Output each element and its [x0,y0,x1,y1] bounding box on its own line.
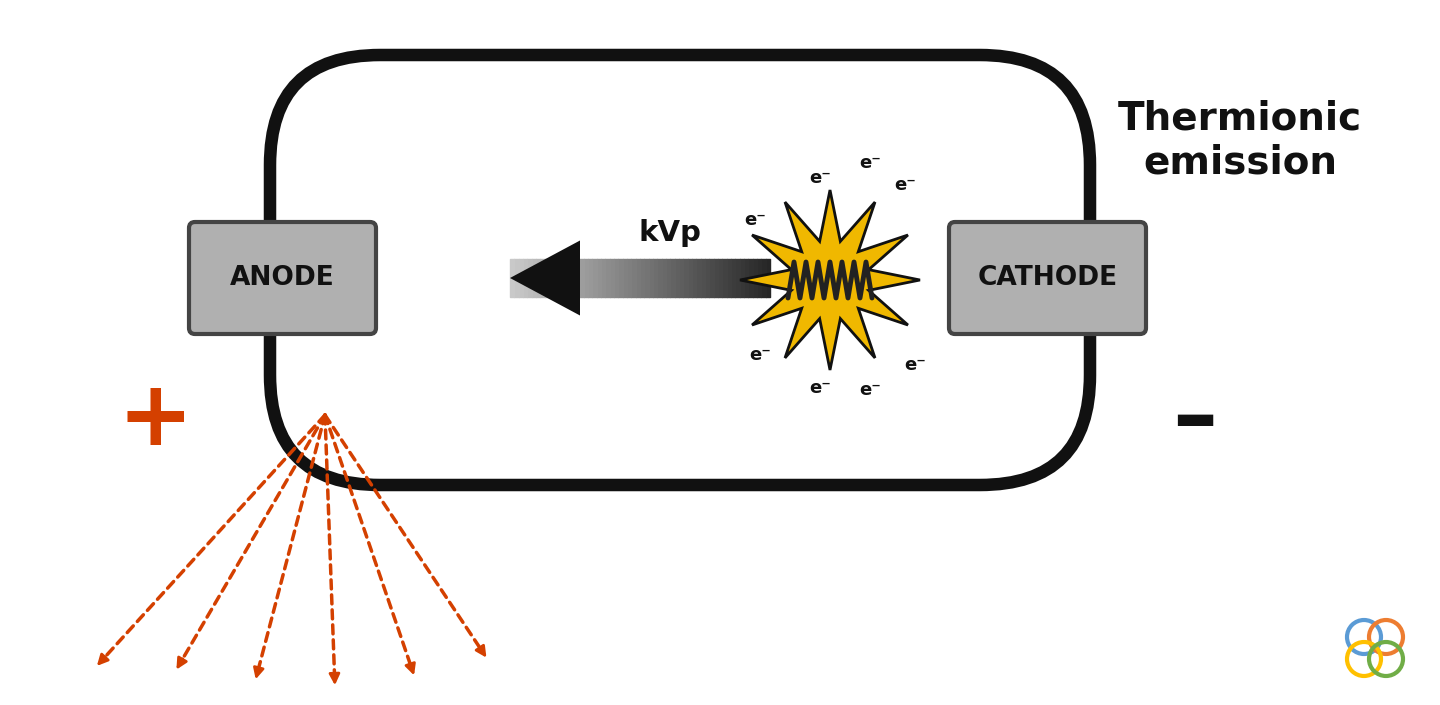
Text: e⁻: e⁻ [809,169,831,187]
Text: kVp: kVp [638,219,701,247]
Bar [1084,233,1145,323]
Text: e⁻: e⁻ [809,379,831,397]
Polygon shape [740,190,920,370]
Text: Thermionic
emission: Thermionic emission [1117,100,1362,182]
FancyBboxPatch shape [949,222,1146,334]
Text: ANODE: ANODE [230,265,336,291]
Text: –: – [1172,376,1218,464]
Text: e⁻: e⁻ [860,154,881,172]
FancyBboxPatch shape [189,222,376,334]
Bar [190,233,275,323]
Text: CATHODE: CATHODE [978,265,1117,291]
FancyBboxPatch shape [271,55,1090,485]
Text: e⁻: e⁻ [749,346,770,364]
Text: e⁻: e⁻ [904,356,926,374]
Text: +: + [117,376,193,464]
Text: e⁻: e⁻ [744,211,766,229]
Polygon shape [510,240,580,316]
Text: e⁻: e⁻ [894,176,916,194]
Text: e⁻: e⁻ [860,381,881,399]
